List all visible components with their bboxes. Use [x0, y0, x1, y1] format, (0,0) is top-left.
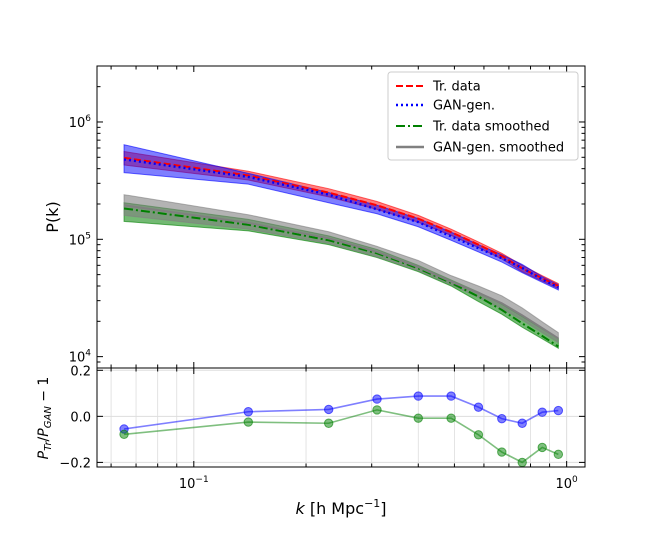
ratio-point-0: [537, 407, 547, 417]
ratio-point-0: [372, 394, 382, 404]
ratio-point-0: [473, 402, 484, 412]
axis-ticks: 104 105 106 −0.2 0.0 0.2 10−1 100: [59, 65, 585, 492]
ratio-point-0: [446, 391, 456, 401]
ratio-point-0: [517, 418, 527, 428]
legend-label-tr-data: Tr. data: [432, 80, 481, 95]
spectrum-lines: [123, 156, 559, 348]
legend-label-tr-smoothed: Tr. data smoothed: [432, 120, 550, 135]
legend-box: [387, 71, 579, 161]
ratio-line-0: [123, 395, 559, 430]
bottom-y-tick-label: −0.2: [59, 456, 91, 471]
ratio-point-1: [553, 449, 564, 460]
top-y-tick-label: 106: [69, 114, 92, 131]
ratio-point-1: [323, 418, 334, 428]
ratio-y-axis-label: PTr/PGAN − 1: [36, 377, 54, 460]
ratio-line-1: [123, 409, 559, 464]
k-axis-label: k [h Mpc−1]: [295, 497, 386, 518]
line-tr_smoothed: [123, 207, 559, 348]
ratio-point-1: [473, 430, 484, 440]
band-gan_smoothed: [123, 194, 559, 344]
spectrum-bands: [123, 144, 559, 350]
ratio-point-1: [413, 413, 423, 423]
ratio-point-1: [446, 413, 456, 423]
x-tick-label: 100: [556, 475, 579, 492]
ratio-point-1: [497, 447, 507, 457]
ratio-point-0: [413, 391, 423, 401]
legend-label-gan-smoothed: GAN-gen. smoothed: [433, 141, 564, 156]
ratio-point-0: [497, 413, 507, 424]
bottom-y-tick-label: 0.0: [70, 410, 91, 425]
ratio-point-0: [243, 407, 253, 417]
band-tr_smoothed: [123, 202, 559, 350]
ratio-point-1: [243, 417, 253, 427]
ratio-point-1: [537, 442, 547, 453]
top-y-tick-label: 105: [69, 231, 91, 248]
line-gan_smoothed: [123, 204, 559, 340]
ratio-point-1: [372, 405, 382, 415]
ratio-point-0: [553, 405, 564, 416]
legend: Tr. data GAN-gen. Tr. data smoothed GAN-…: [387, 71, 579, 161]
ratio-axes-frame: [96, 367, 586, 468]
line-gan_gen: [123, 158, 559, 289]
ratio-grid: [97, 368, 585, 467]
top-y-tick-label: 104: [69, 349, 92, 366]
bottom-y-tick-label: 0.2: [70, 364, 91, 379]
ratio-point-0: [323, 404, 334, 415]
line-tr_data: [123, 156, 559, 287]
ratio-point-1: [119, 429, 129, 440]
ratio-lines: [119, 391, 564, 467]
legend-label-gan-gen: GAN-gen.: [433, 99, 495, 114]
spectrum-y-axis-label: P(k): [43, 201, 62, 232]
ratio-point-1: [517, 457, 527, 467]
x-tick-label: 10−1: [179, 475, 209, 492]
